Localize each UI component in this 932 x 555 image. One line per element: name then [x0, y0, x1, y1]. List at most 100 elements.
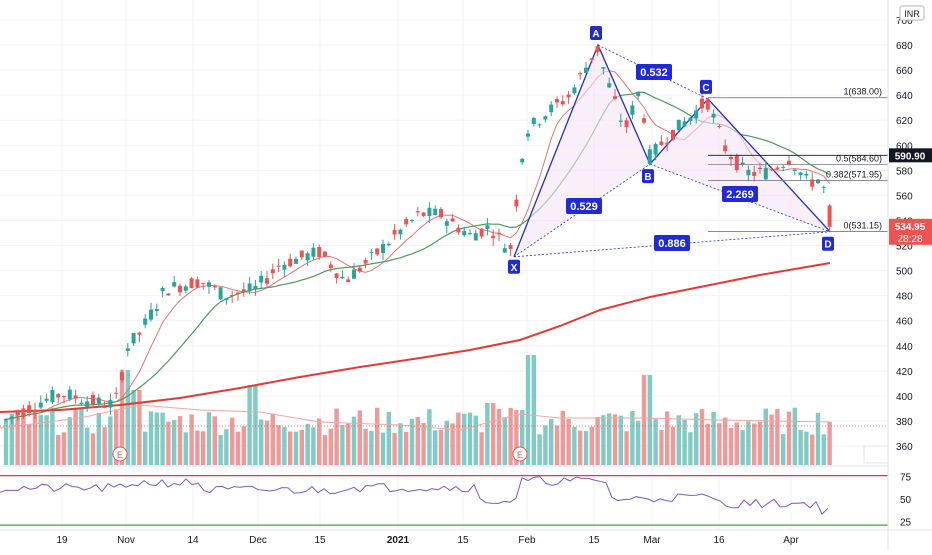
- candle-down: [421, 212, 426, 216]
- candle-down: [624, 120, 629, 128]
- candle-down: [555, 99, 559, 103]
- volume-bar: [636, 420, 641, 465]
- volume-bar: [618, 415, 623, 465]
- date-tick-label: 19: [56, 535, 68, 546]
- candle-down: [514, 199, 519, 207]
- high-price-label: 590.90: [895, 151, 926, 162]
- candle-down: [288, 258, 293, 267]
- earnings-marker: [512, 446, 528, 462]
- candle-up: [340, 276, 345, 279]
- candle-up: [682, 121, 687, 127]
- pattern-point-label: B: [644, 172, 651, 183]
- candle-up: [386, 244, 391, 246]
- pattern-point-label: D: [824, 240, 831, 251]
- candle-down: [450, 218, 455, 222]
- earnings-label: E: [517, 450, 523, 460]
- volume-bar: [276, 425, 281, 465]
- candle-up: [259, 275, 264, 283]
- candle-down: [15, 412, 20, 416]
- candle-up: [253, 285, 258, 290]
- candle-up: [444, 221, 449, 226]
- volume-bar: [427, 409, 432, 465]
- volume-bar: [792, 407, 797, 465]
- candle-down: [491, 235, 496, 239]
- candle-up: [38, 402, 43, 408]
- last-price-label: 534.95: [895, 222, 926, 233]
- volume-bar: [607, 413, 612, 465]
- candle-up: [543, 116, 548, 120]
- volume-bar: [79, 407, 84, 465]
- candle-up: [688, 117, 693, 122]
- candle-down: [734, 155, 739, 171]
- candle-up: [572, 87, 577, 94]
- volume-bar: [218, 434, 223, 465]
- price-tick-label: 700: [896, 16, 913, 27]
- candle-down: [299, 250, 304, 258]
- fib-label: 0.5(584.60): [836, 154, 882, 164]
- candle-down: [212, 286, 217, 288]
- volume-bar: [583, 431, 589, 465]
- volume-bar: [317, 418, 322, 465]
- candle-down: [578, 72, 583, 75]
- volume-bar: [172, 420, 177, 465]
- volume-bar: [717, 423, 722, 465]
- candle-up: [247, 283, 252, 292]
- volume-bar: [438, 429, 444, 465]
- candle-up: [44, 398, 49, 401]
- candle-down: [705, 99, 710, 110]
- candle-up: [694, 110, 699, 119]
- volume-bar: [682, 419, 687, 465]
- volume-bar: [781, 434, 786, 465]
- candle-down: [56, 394, 61, 398]
- volume-bar: [734, 422, 739, 465]
- candle-up: [427, 207, 432, 217]
- volume-bar: [665, 411, 670, 465]
- pattern-ratio-box: [636, 64, 672, 80]
- candle-up: [9, 416, 14, 418]
- candle-up: [468, 233, 472, 235]
- price-tick-label: 400: [896, 392, 913, 403]
- candle-up: [96, 397, 101, 404]
- date-tick-label: 15: [588, 535, 600, 546]
- volume-bar: [73, 407, 78, 465]
- volume-bar: [264, 420, 270, 465]
- price-tick-label: 480: [896, 292, 913, 303]
- volume-bar: [235, 431, 241, 465]
- volume-bar: [775, 408, 780, 465]
- volume-bar: [694, 413, 699, 465]
- candle-up: [636, 91, 641, 97]
- volume-bar: [21, 414, 26, 465]
- volume-bar: [108, 416, 113, 465]
- price-tick-label: 520: [896, 242, 913, 253]
- candle-up: [149, 309, 153, 320]
- candle-down: [439, 209, 443, 218]
- price-tick-label: 420: [896, 367, 913, 378]
- volume-bar: [351, 416, 357, 465]
- volume-bar: [119, 370, 125, 465]
- volume-bar: [311, 427, 316, 465]
- candle-up: [618, 120, 623, 122]
- date-tick-label: Dec: [249, 535, 267, 546]
- volume-bar: [589, 426, 594, 465]
- volume-bar: [340, 425, 345, 465]
- volume-bar: [137, 390, 142, 465]
- volume-bar: [467, 412, 473, 465]
- pattern-point-box: [822, 236, 834, 251]
- pattern-ratio-label: 2.269: [726, 189, 754, 201]
- candle-down: [404, 219, 409, 225]
- candle-down: [415, 211, 420, 213]
- candle-down: [62, 396, 66, 398]
- volume-bar: [27, 423, 32, 465]
- candle-down: [665, 142, 670, 145]
- candle-down: [33, 409, 37, 412]
- candle-up: [352, 269, 356, 279]
- candle-down: [717, 125, 722, 128]
- candle-up: [154, 308, 159, 311]
- volume-bar: [386, 411, 391, 465]
- volume-bar: [502, 417, 507, 465]
- price-tick-label: 460: [896, 317, 913, 328]
- volume-bar: [131, 390, 136, 465]
- price-tick-label: 620: [896, 116, 913, 127]
- candle-up: [676, 119, 681, 131]
